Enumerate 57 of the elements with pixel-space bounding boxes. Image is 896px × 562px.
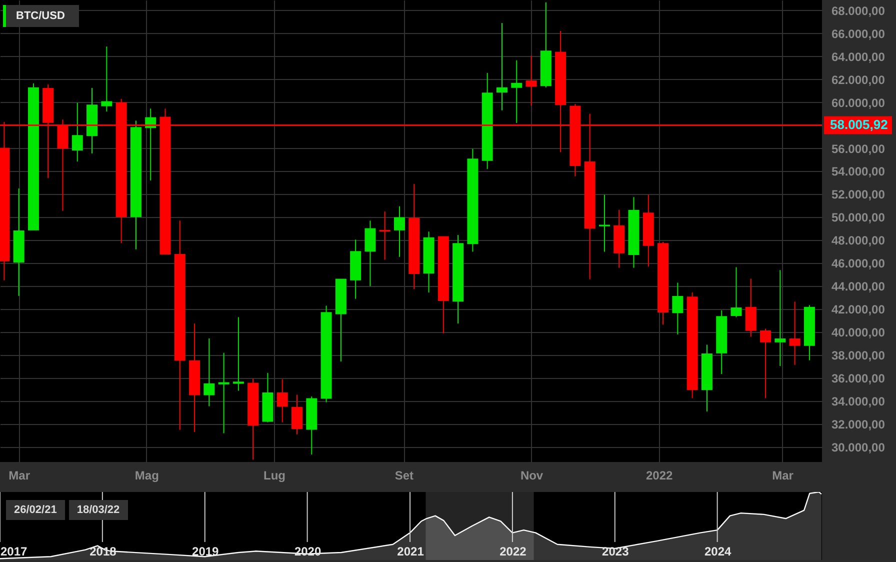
annotation: 26/02/21 bbox=[6, 500, 65, 520]
candlestick bbox=[218, 352, 230, 434]
candlestick bbox=[364, 220, 376, 287]
candlestick bbox=[745, 278, 756, 338]
y-tick-label: 46.000,00 bbox=[832, 256, 886, 271]
text: BTC/USD bbox=[16, 10, 65, 22]
y-tick-label: 54.000,00 bbox=[832, 164, 886, 179]
candlestick bbox=[774, 270, 786, 367]
candlestick bbox=[526, 55, 537, 106]
y-tick-label: 32.000,00 bbox=[832, 418, 886, 432]
candlestick bbox=[232, 316, 244, 392]
candlestick bbox=[101, 46, 112, 112]
y-tick-label: 60.000,00 bbox=[832, 96, 886, 110]
x-tick-label: Mar bbox=[8, 468, 30, 482]
x-tick-label: 2023 bbox=[602, 544, 630, 558]
x-tick-label: 2017 bbox=[0, 544, 28, 558]
candlestick bbox=[276, 378, 288, 423]
candlestick bbox=[511, 60, 522, 124]
candlestick bbox=[760, 328, 772, 399]
x-tick-label: 2024 bbox=[704, 544, 732, 558]
x-tick-label: Lug bbox=[264, 468, 286, 482]
y-tick-label: 50.000,00 bbox=[832, 210, 886, 225]
y-tick-label: 52.000,00 bbox=[832, 188, 886, 202]
y-tick-label: 48.000,00 bbox=[832, 234, 886, 248]
x-tick-label: 2019 bbox=[192, 544, 220, 558]
candlestick bbox=[496, 22, 508, 111]
candlestick bbox=[379, 210, 390, 260]
y-tick-label: 68.000,00 bbox=[832, 4, 886, 18]
y-tick-label: 34.000,00 bbox=[832, 394, 886, 409]
y-tick-label: 66.000,00 bbox=[832, 26, 886, 41]
y-tick-label: 40.000,00 bbox=[832, 326, 886, 340]
y-tick-label: 44.000,00 bbox=[832, 280, 886, 294]
x-tick-label: 2022 bbox=[500, 544, 527, 558]
y-tick-label: 56.000,00 bbox=[832, 142, 886, 156]
annotation: 18/03/22 bbox=[68, 500, 128, 520]
x-tick-label: 2021 bbox=[397, 544, 424, 558]
y-tick-label: 30.000,00 bbox=[832, 440, 886, 455]
ref-line-label: 58.005,92 bbox=[830, 117, 888, 132]
y-tick-label: 38.000,00 bbox=[832, 348, 886, 363]
x-tick-label: 2018 bbox=[90, 544, 117, 558]
candlestick bbox=[789, 301, 800, 366]
x-tick-label: Nov bbox=[520, 468, 544, 482]
y-tick-label: 36.000,00 bbox=[832, 372, 886, 386]
y-tick-label: 42.000,00 bbox=[832, 302, 886, 317]
y-tick-label: 64.000,00 bbox=[832, 50, 886, 64]
x-tick-label: Set bbox=[394, 468, 414, 482]
candlestick bbox=[292, 394, 303, 435]
candlestick bbox=[204, 338, 215, 407]
x-tick-label: Mag bbox=[134, 468, 159, 482]
y-tick-label: 62.000,00 bbox=[832, 72, 886, 87]
candlestick bbox=[394, 206, 405, 258]
x-tick-label: Mar bbox=[772, 468, 794, 482]
candlestick bbox=[72, 102, 83, 162]
candlestick bbox=[598, 194, 610, 252]
candlestick bbox=[730, 266, 742, 318]
candlestick bbox=[672, 282, 684, 335]
x-tick-label: 2022 bbox=[646, 468, 674, 482]
